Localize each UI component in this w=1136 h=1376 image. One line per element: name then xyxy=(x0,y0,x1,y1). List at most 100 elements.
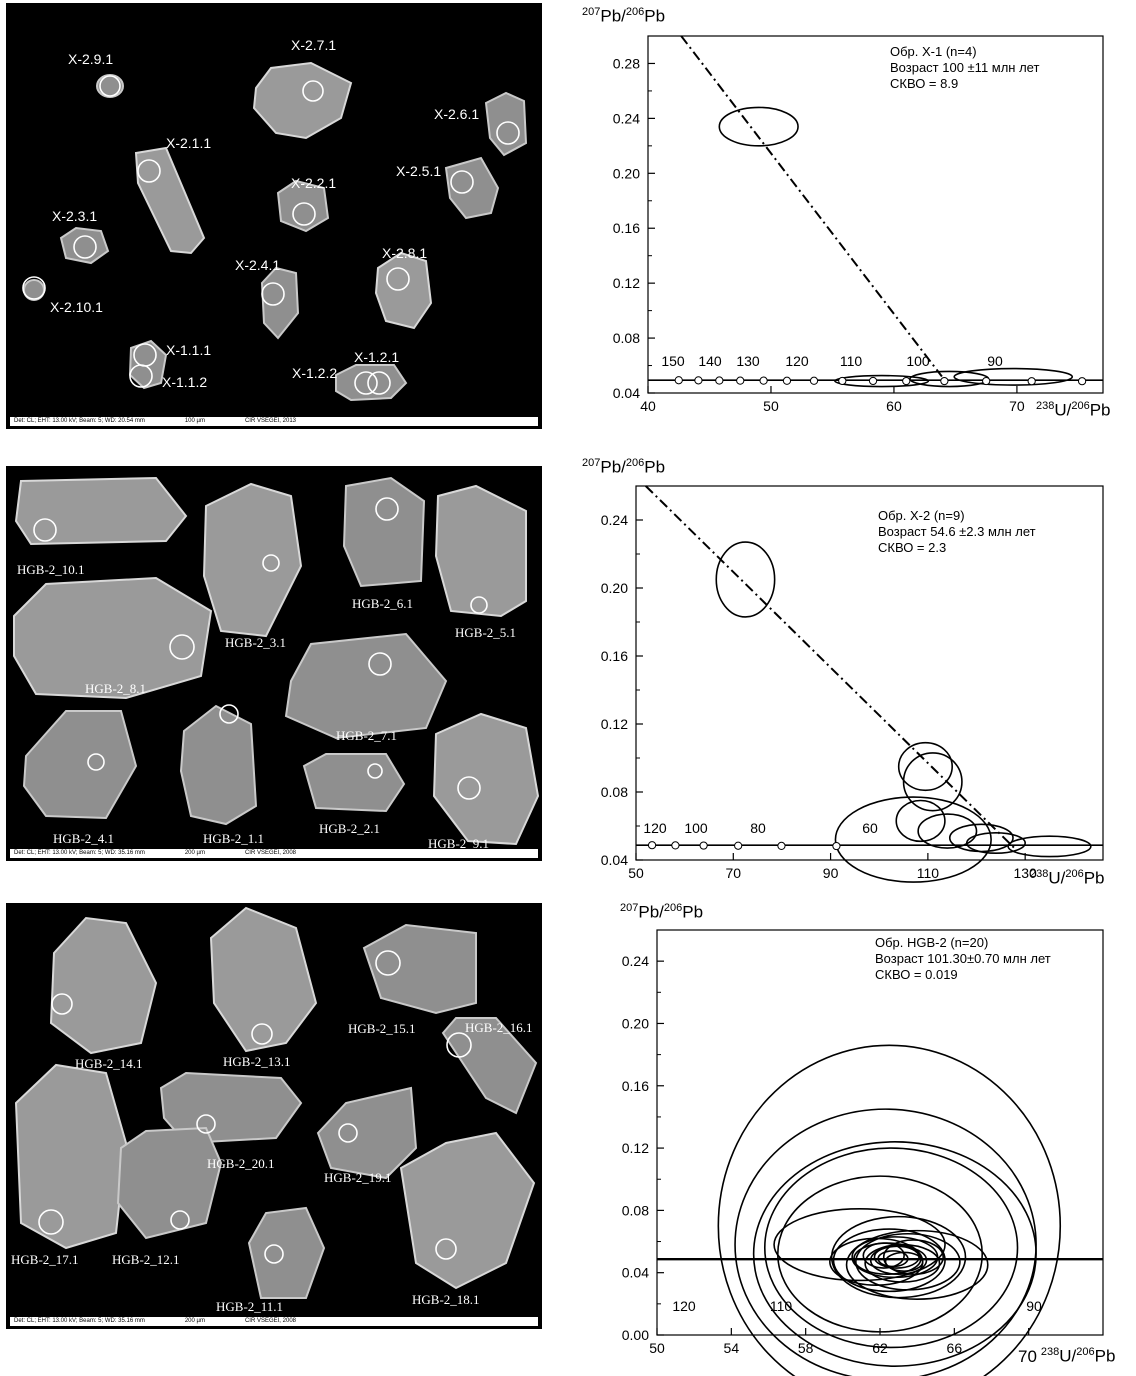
error-ellipse xyxy=(897,741,953,792)
x-axis-title: 238U/206Pb xyxy=(1036,400,1111,420)
grain-label: HGB-2_6.1 xyxy=(352,596,414,611)
grain-label: HGB-2_15.1 xyxy=(348,1021,416,1036)
y-tick-label: 0.24 xyxy=(601,512,628,528)
y-axis-title: 207Pb/206Pb xyxy=(582,457,666,477)
age-marker xyxy=(759,376,768,385)
y-tick-label: 0.24 xyxy=(613,110,640,126)
grain-label: HGB-2_7.1 xyxy=(336,728,398,743)
error-ellipse xyxy=(832,1228,946,1293)
analysis-spot xyxy=(73,235,97,259)
y-tick-label: 0.00 xyxy=(622,1327,649,1343)
analysis-spot xyxy=(38,1209,64,1235)
discordia-line xyxy=(645,485,1016,849)
grain-label: HGB-2_14.1 xyxy=(75,1056,143,1071)
analysis-spot xyxy=(367,371,391,395)
analysis-spot xyxy=(196,1114,216,1134)
y-tick-label: 0.12 xyxy=(622,1140,649,1156)
age-label: 90 xyxy=(1026,1298,1042,1314)
error-ellipse xyxy=(862,1242,905,1269)
cl-image-hgb2: HGB-2_14.1 HGB-2_13.1 HGB-2_15.1 HGB-2_1… xyxy=(6,903,542,1329)
grain-label: X-2.5.1 xyxy=(396,163,442,179)
age-marker xyxy=(868,376,878,386)
age-marker xyxy=(777,841,786,850)
age-label: 150 xyxy=(661,353,685,369)
grain-label: X-2.6.1 xyxy=(434,106,480,122)
chart-annotation: Обр. HGB-2 (n=20) Возраст 101.30±0.70 млн… xyxy=(875,935,1051,982)
x-tick-label: 110 xyxy=(917,865,940,881)
y-tick-label: 0.28 xyxy=(613,55,640,71)
age-marker xyxy=(782,376,792,385)
analysis-spot xyxy=(219,704,239,724)
analysis-spot xyxy=(354,371,378,395)
analysis-spot xyxy=(99,75,121,97)
y-tick-label: 0.16 xyxy=(622,1078,649,1094)
error-ellipse xyxy=(829,1237,924,1286)
age-marker xyxy=(809,376,819,385)
error-ellipse xyxy=(882,1239,944,1276)
grain-label: HGB-2_13.1 xyxy=(223,1054,291,1069)
y-tick-label: 0.16 xyxy=(601,648,628,664)
analysis-spot xyxy=(435,1238,457,1260)
chart-annotation: Обр. X-2 (n=9) Возраст 54.6 ±2.3 млн лет С… xyxy=(878,508,1036,555)
analysis-spot xyxy=(457,776,481,800)
analysis-spot xyxy=(338,1123,358,1143)
grain-label: X-2.1.1 xyxy=(166,135,212,151)
grain-label: X-1.1.2 xyxy=(162,374,208,390)
grain-label: X-2.4.1 xyxy=(235,257,281,273)
age-marker xyxy=(1077,377,1087,386)
grain-label: X-2.8.1 xyxy=(382,245,428,261)
error-ellipse xyxy=(763,1147,1019,1349)
grain-label: HGB-2_4.1 xyxy=(53,831,115,846)
discordia-line xyxy=(680,35,943,378)
analysis-spot xyxy=(375,497,399,521)
x-tick-label: 40 xyxy=(640,398,656,414)
x-tick-label: 70 xyxy=(1009,398,1025,414)
x-tick-label: 70 xyxy=(726,865,742,881)
age-label: 100 xyxy=(684,820,708,836)
analysis-spot xyxy=(170,1210,190,1230)
age-marker xyxy=(734,841,743,850)
age-marker xyxy=(694,376,703,385)
error-ellipse xyxy=(902,752,963,812)
error-ellipse xyxy=(776,1175,984,1333)
grain-label: HGB-2_2.1 xyxy=(319,821,381,836)
analysis-spot xyxy=(261,282,285,306)
grains-layer xyxy=(22,61,528,402)
error-ellipse xyxy=(917,813,978,849)
analysis-spot xyxy=(251,1023,273,1045)
analysis-spot xyxy=(292,202,316,226)
analysis-spot xyxy=(496,121,520,145)
plot-frame xyxy=(647,35,1104,394)
x-tick-label: 66 xyxy=(947,1340,963,1356)
x-tick-label: 60 xyxy=(886,398,902,414)
age-marker xyxy=(715,376,724,385)
error-ellipse xyxy=(855,1232,961,1291)
age-label: 110 xyxy=(840,353,863,369)
grain-label: X-2.9.1 xyxy=(68,51,114,67)
x-tick-label: 130 xyxy=(1013,865,1037,881)
analysis-spot xyxy=(262,554,280,572)
x-tick-label: 50 xyxy=(763,398,779,414)
analysis-spot xyxy=(137,159,161,183)
error-ellipse xyxy=(752,1141,1037,1367)
x-tick-label: 50 xyxy=(649,1340,665,1356)
y-tick-label: 0.04 xyxy=(622,1265,649,1281)
age-marker xyxy=(674,376,683,385)
age-label: 140 xyxy=(698,353,722,369)
grain-label: HGB-2_18.1 xyxy=(412,1292,480,1307)
age-label: 120 xyxy=(672,1298,696,1314)
analysis-spot xyxy=(367,763,383,779)
y-tick-label: 0.24 xyxy=(622,953,649,969)
chart-annotation: Обр. X-1 (n=4) Возраст 100 ±11 млн лет СКВ… xyxy=(890,44,1040,91)
error-ellipse xyxy=(1007,835,1092,858)
age-label: 120 xyxy=(785,353,809,369)
analysis-spot xyxy=(129,364,153,388)
age-marker xyxy=(1027,377,1036,386)
grain-label: HGB-2_8.1 xyxy=(85,681,147,696)
sem-info-bar: Det: CL; EHT: 13.00 kV; Beam: 5; WD: 20.… xyxy=(10,417,538,426)
grain-label: X-1.2.2 xyxy=(292,365,338,381)
x-tick-label: 62 xyxy=(872,1340,888,1356)
analysis-spot xyxy=(386,267,410,291)
y-tick-label: 0.04 xyxy=(613,385,640,401)
